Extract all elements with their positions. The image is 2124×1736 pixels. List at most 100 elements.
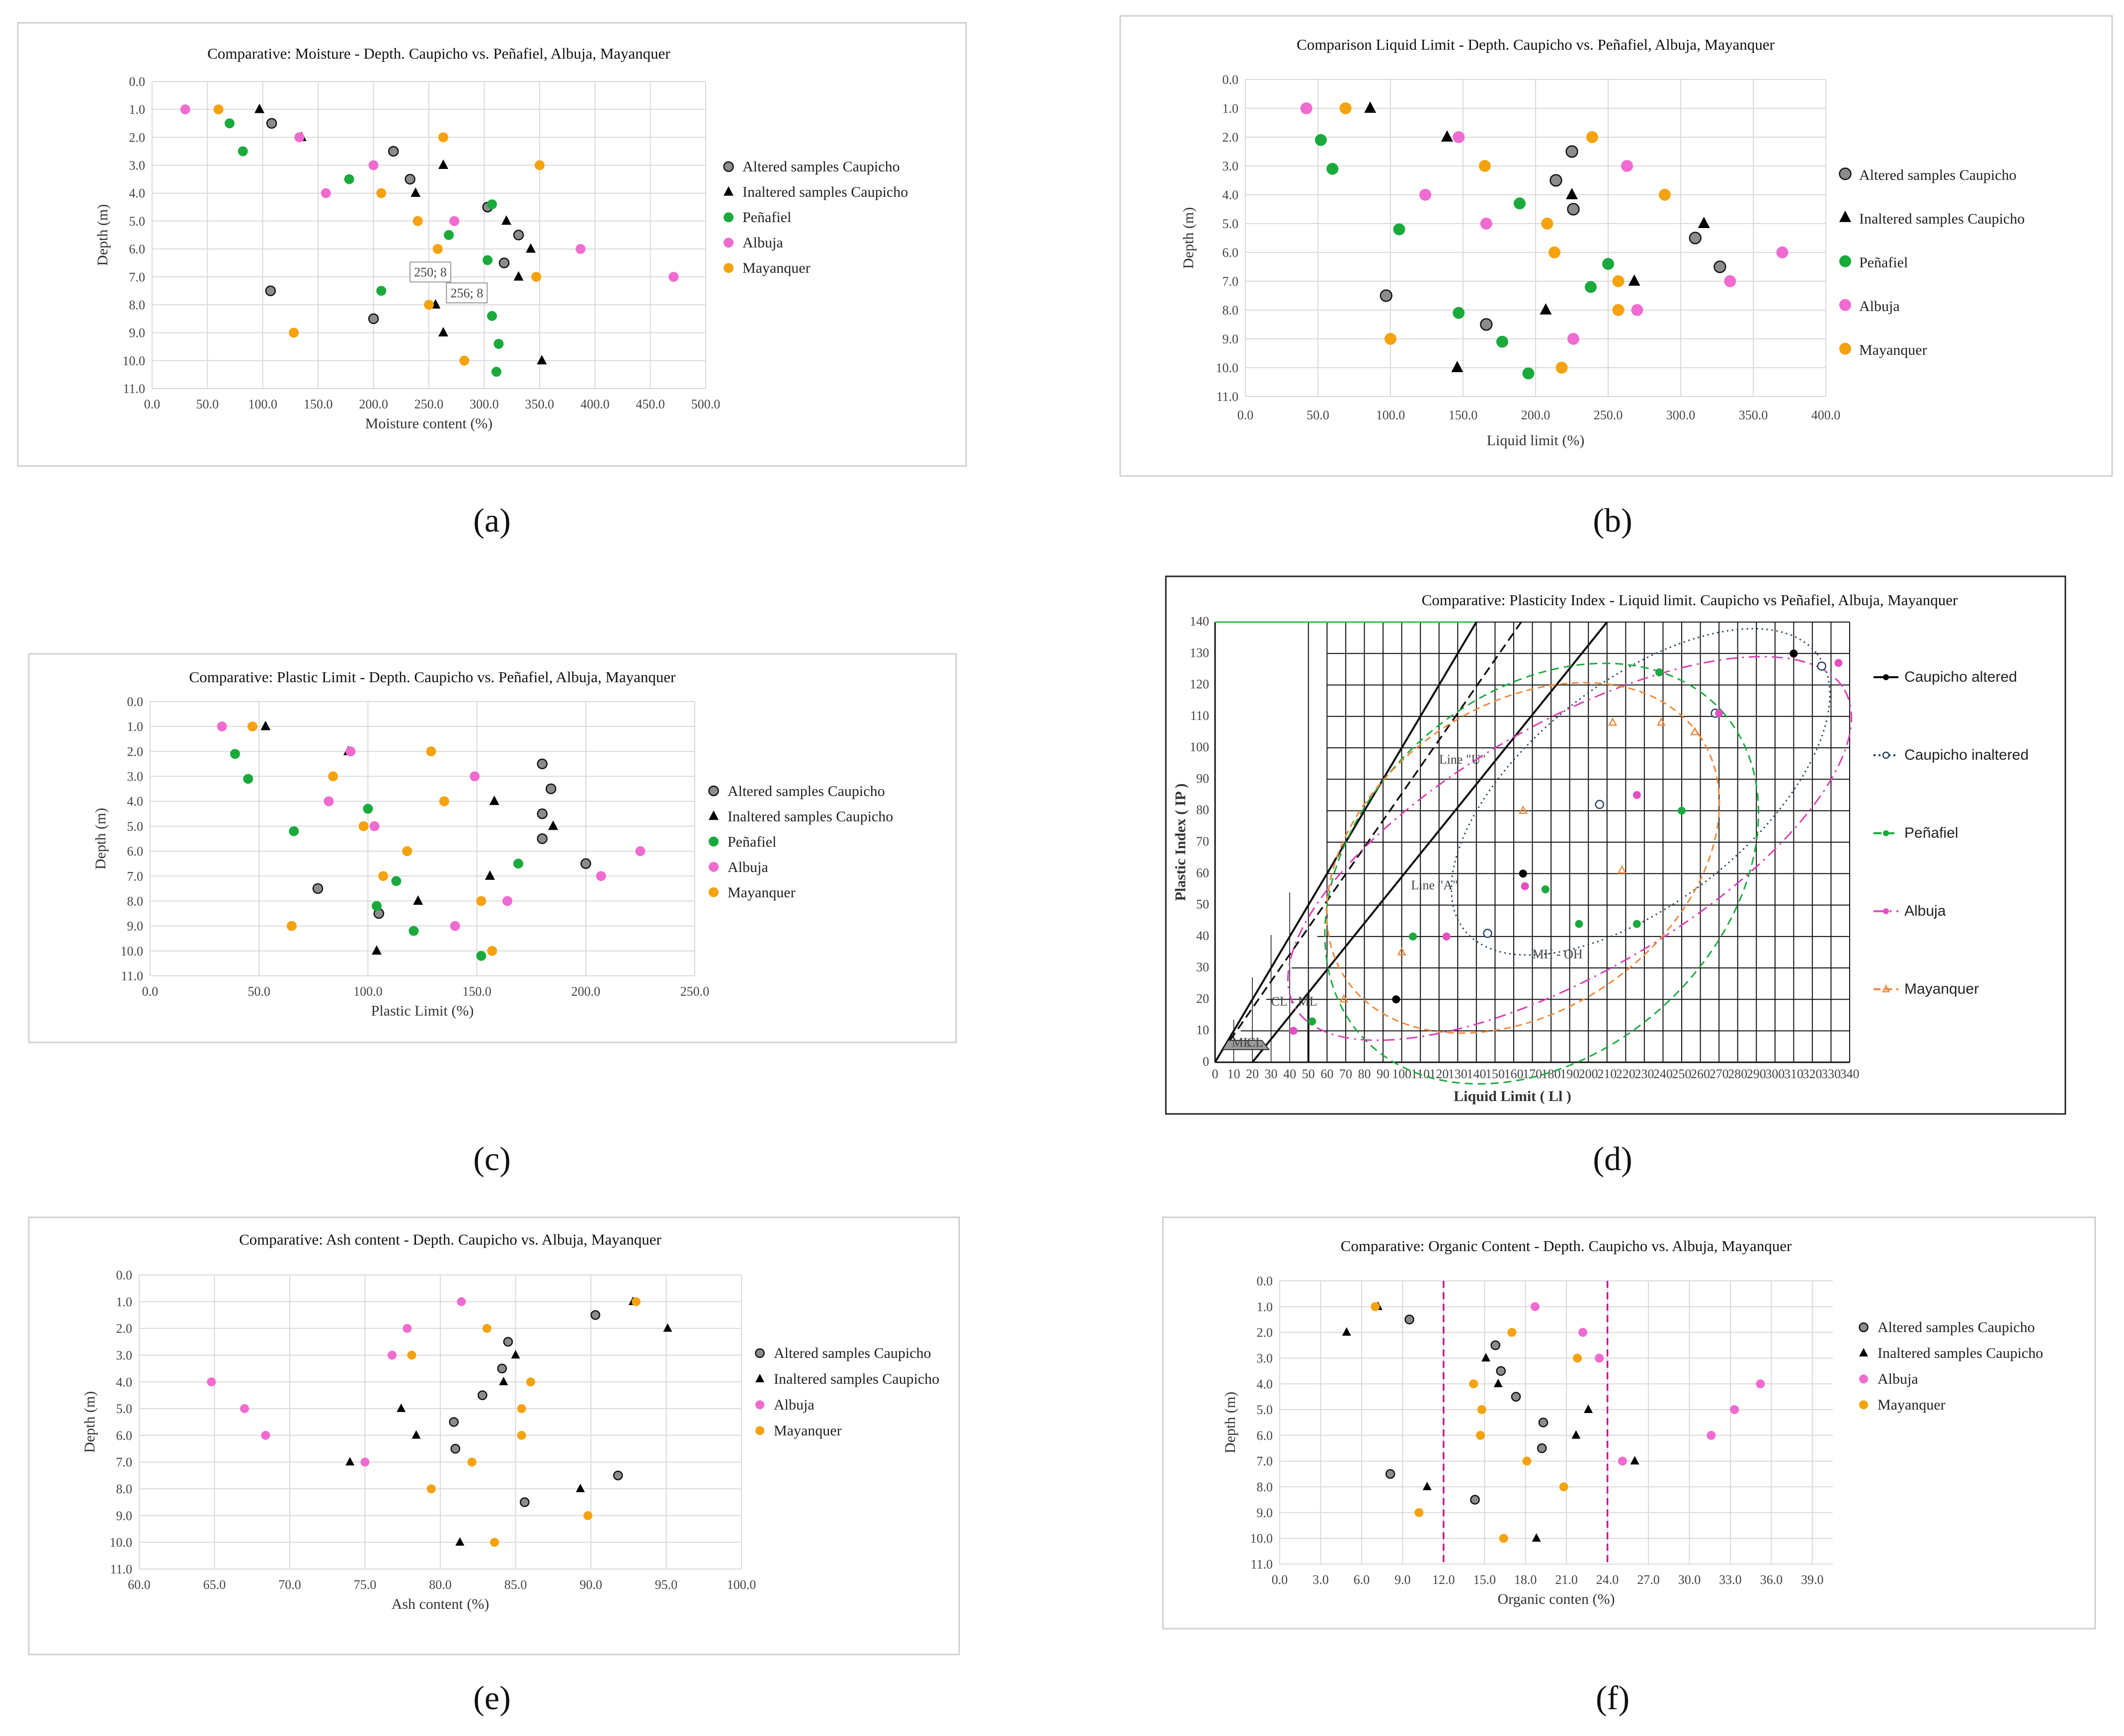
x-tick-label: 100.0 — [248, 397, 278, 411]
legend-label: Altered samples Caupicho — [742, 158, 900, 175]
data-point — [371, 901, 382, 911]
y-tick-label: 3.0 — [1223, 159, 1239, 173]
data-point — [485, 870, 495, 880]
x-axis-label: Liquid Limit ( Ll ) — [1454, 1088, 1571, 1105]
data-point — [1595, 799, 1604, 809]
data-point — [1633, 791, 1641, 799]
x-tick-label: 250.0 — [680, 984, 710, 999]
data-point — [1573, 1353, 1582, 1363]
data-point — [369, 821, 380, 831]
data-point — [1518, 805, 1528, 814]
legend-marker — [1883, 908, 1889, 914]
plot-annotation: Line "U" — [1439, 752, 1486, 767]
y-axis-label: Depth (m) — [82, 1391, 98, 1453]
legend-label: Altered samples Caupicho — [1859, 167, 2017, 183]
x-tick-label: 90.0 — [579, 1578, 602, 1592]
data-point — [1493, 1378, 1503, 1388]
data-point — [266, 118, 277, 129]
data-point — [1618, 1456, 1627, 1466]
x-tick-label: 340 — [1840, 1067, 1860, 1081]
x-tick-label: 30 — [1265, 1067, 1278, 1081]
data-point — [426, 1484, 436, 1494]
data-point — [1532, 1533, 1541, 1542]
data-point — [213, 104, 224, 115]
legend-marker — [755, 1374, 764, 1383]
x-tick-label: 400.0 — [1811, 408, 1841, 422]
data-point — [1689, 232, 1702, 244]
x-tick-label: 0.0 — [1237, 408, 1254, 422]
data-point — [1584, 1404, 1593, 1413]
data-point — [1496, 1366, 1506, 1376]
x-tick-label: 21.0 — [1555, 1573, 1578, 1587]
data-point — [424, 300, 434, 310]
y-tick-label: 60 — [1196, 866, 1209, 880]
data-point — [1565, 145, 1578, 158]
legend-marker — [1839, 342, 1851, 355]
data-point — [397, 1403, 406, 1412]
data-point — [358, 821, 369, 831]
panel-label: (a) — [473, 501, 510, 539]
x-tick-label: 310 — [1784, 1067, 1803, 1081]
x-tick-label: 130 — [1448, 1067, 1468, 1081]
data-point — [502, 896, 512, 906]
data-point — [1451, 361, 1464, 372]
data-point — [1380, 289, 1392, 302]
data-point — [537, 758, 548, 770]
data-point — [1677, 806, 1686, 815]
y-axis-label: Plastic Index ( IP ) — [1172, 784, 1189, 901]
x-tick-label: 12.0 — [1432, 1573, 1455, 1587]
x-tick-label: 210 — [1597, 1067, 1617, 1081]
y-axis-label: Depth (m) — [1222, 1392, 1238, 1453]
data-point — [1326, 162, 1339, 175]
panel-label: (b) — [1593, 501, 1632, 539]
x-axis-label: Ash content (%) — [392, 1596, 490, 1612]
y-tick-label: 110 — [1190, 709, 1209, 723]
y-tick-label: 20 — [1196, 991, 1209, 1006]
legend-label: Mayanquer — [1904, 981, 1979, 997]
chart-panel-a: Comparative: Moisture - Depth. Caupicho … — [17, 22, 967, 467]
legend-marker — [1859, 1322, 1869, 1333]
data-point — [1483, 929, 1492, 938]
data-point — [1522, 1456, 1532, 1466]
data-point — [388, 146, 399, 157]
data-point — [1595, 1353, 1604, 1363]
chart-frame — [1162, 1216, 2096, 1630]
x-axis-label: Organic conten (%) — [1497, 1591, 1615, 1607]
x-tick-label: 350.0 — [1739, 408, 1768, 422]
data-point — [1496, 335, 1508, 348]
data-point — [1537, 1443, 1547, 1453]
legend-label: Albuja — [774, 1397, 815, 1413]
legend-marker — [723, 161, 734, 172]
data-point — [1478, 160, 1491, 172]
x-tick-label: 24.0 — [1596, 1573, 1619, 1587]
data-point — [1555, 362, 1568, 374]
data-point — [407, 1350, 416, 1360]
chart-panel-c: Comparative: Plastic Limit - Depth. Caup… — [28, 653, 957, 1043]
x-tick-label: 36.0 — [1760, 1573, 1783, 1587]
legend-marker — [724, 263, 734, 273]
data-point — [513, 271, 524, 281]
data-point — [1714, 260, 1726, 273]
data-point — [1776, 246, 1789, 258]
y-tick-label: 5.0 — [129, 214, 146, 229]
data-point — [1633, 920, 1641, 928]
data-point — [545, 783, 557, 794]
data-point — [493, 339, 504, 349]
x-tick-label: 160 — [1504, 1067, 1523, 1081]
data-point — [1658, 189, 1671, 201]
x-tick-label: 190 — [1560, 1067, 1579, 1081]
data-point — [467, 1457, 477, 1467]
data-point — [1442, 932, 1451, 941]
x-tick-label: 60 — [1320, 1067, 1333, 1081]
y-tick-label: 0.0 — [116, 1268, 133, 1282]
data-point — [1422, 1482, 1432, 1491]
y-tick-label: 3.0 — [1257, 1351, 1273, 1365]
data-point — [1707, 1430, 1716, 1440]
data-point — [1630, 1456, 1639, 1465]
chart-panel-f: Comparative: Organic Content - Depth. Ca… — [1162, 1216, 2096, 1630]
data-point — [1608, 717, 1618, 726]
x-tick-label: 70.0 — [278, 1578, 301, 1592]
series-envelope — [1287, 656, 1853, 1041]
data-point — [1385, 333, 1396, 345]
data-callout-box — [409, 261, 451, 283]
